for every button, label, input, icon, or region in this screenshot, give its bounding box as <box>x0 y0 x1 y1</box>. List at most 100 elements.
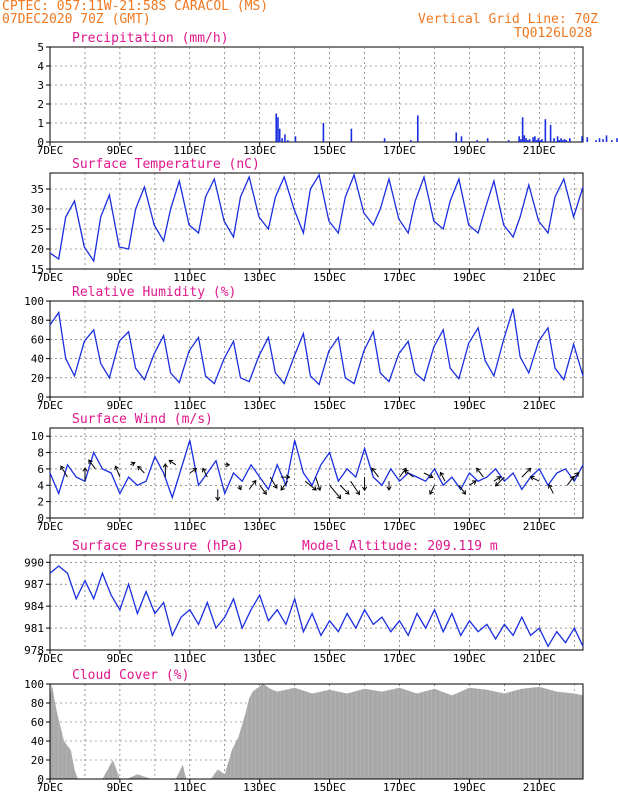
product-code: TQ0126L028 <box>514 26 593 41</box>
temp-title: Surface Temperature (nC) <box>72 157 260 172</box>
cloud-frame-top <box>49 683 584 780</box>
wind-vector-head <box>280 485 285 491</box>
precip-bar <box>565 140 568 142</box>
wind-vector-head <box>548 483 553 489</box>
precip-xtick-label: 13DEC <box>243 144 276 157</box>
precip-bar <box>286 140 289 142</box>
wind-vector-head <box>316 486 322 492</box>
wind-vector-head <box>88 459 93 465</box>
rh-xtick-label: 9DEC <box>107 399 134 412</box>
precip-bar <box>539 140 541 142</box>
precip-bar <box>595 140 597 142</box>
wind-vector <box>566 476 575 486</box>
wind-vector <box>168 460 177 466</box>
precip-bar <box>322 123 325 142</box>
pres-xtick-label: 19DEC <box>453 652 486 665</box>
wind-ytick-label: 6 <box>37 463 44 476</box>
wind-vector-head <box>272 484 278 489</box>
cloud-area <box>50 684 583 779</box>
wind-vector <box>469 480 477 486</box>
pres-ytick-label: 984 <box>24 600 44 613</box>
pres-xtick-label: 13DEC <box>243 652 276 665</box>
wind-vector <box>88 459 96 470</box>
pres-ytick-label: 978 <box>24 644 44 657</box>
pres-series-line <box>49 565 584 648</box>
precip-bar <box>523 135 526 142</box>
precip-xtick-label: 17DEC <box>383 144 416 157</box>
wind-vector-head <box>237 485 242 491</box>
wind-vector-head <box>192 468 198 473</box>
wind-vector-head <box>202 467 207 473</box>
pres-xtick-label: 21DEC <box>523 652 556 665</box>
temp-xtick-label: 9DEC <box>107 271 134 284</box>
pres-xtick-label: 15DEC <box>313 652 346 665</box>
rh-frame <box>49 300 584 398</box>
wind-vector <box>371 467 379 478</box>
wind-vector-head <box>336 494 342 500</box>
precip-bar <box>383 138 386 142</box>
precip-bar <box>534 136 536 142</box>
wind-vector <box>202 468 208 478</box>
rh-title: Relative Humidity (%) <box>72 285 236 300</box>
precip-bar <box>586 137 589 142</box>
precip-bar <box>507 140 510 142</box>
wind-vector-head <box>439 471 445 477</box>
wind-vector-head <box>215 496 221 502</box>
wind-vector-head <box>162 462 168 468</box>
wind-vector-head <box>60 465 65 471</box>
wind-vector-head <box>386 486 392 491</box>
rh-xtick-label: 15DEC <box>313 399 346 412</box>
header: CPTEC: 057:11W-21:58S CARACOL (MS) 07DEC… <box>0 0 618 40</box>
wind-vector <box>493 476 501 482</box>
precip-bar <box>537 138 540 142</box>
rh-ytick-label: 20 <box>31 372 44 385</box>
precip-bar <box>460 136 463 142</box>
precip-bar <box>556 136 559 142</box>
wind-vector-head <box>130 461 136 467</box>
precip-xtick-label: 11DEC <box>173 144 206 157</box>
precip-bar <box>527 140 529 142</box>
rh-ytick-label: 60 <box>31 333 44 346</box>
temp-xtick-label: 7DEC <box>37 271 64 284</box>
precip-bar <box>541 139 543 142</box>
precip-bar <box>277 117 279 142</box>
wind-vector-head <box>371 467 376 473</box>
pres-xtick-label: 11DEC <box>173 652 206 665</box>
temp-xtick-label: 11DEC <box>173 271 206 284</box>
temp-ytick-label: 35 <box>31 183 44 196</box>
wind-vector <box>530 476 540 482</box>
wind-vector <box>350 480 360 495</box>
wind-vector <box>573 472 580 478</box>
precip-ytick-label: 5 <box>37 41 44 54</box>
wind-ytick-label: 2 <box>37 496 44 509</box>
cloud-xtick-label: 21DEC <box>523 781 556 794</box>
pres-ytick-label: 981 <box>24 622 44 635</box>
wind-title: Surface Wind (m/s) <box>72 412 213 427</box>
rh-xtick-label: 17DEC <box>383 399 416 412</box>
model-altitude: Model Altitude: 209.119 m <box>302 539 498 554</box>
cloud-xtick-label: 19DEC <box>453 781 486 794</box>
wind-vector-head <box>471 480 477 485</box>
wind-vector-head <box>361 486 368 492</box>
temp-ytick-label: 25 <box>31 223 44 236</box>
precip-bar <box>563 139 566 142</box>
pres-frame <box>49 554 584 651</box>
wind-xtick-label: 21DEC <box>523 520 556 533</box>
rh-ytick-label: 100 <box>24 295 44 308</box>
precip-xtick-label: 9DEC <box>107 144 134 157</box>
precip-bar <box>521 117 524 142</box>
temp-xtick-label: 13DEC <box>243 271 276 284</box>
precip-xtick-label: 19DEC <box>453 144 486 157</box>
wind-vector-head <box>262 490 267 495</box>
precip-bar <box>553 138 555 142</box>
precip-bar <box>284 134 286 142</box>
wind-vector-head <box>114 465 119 471</box>
precip-bar <box>476 140 478 142</box>
rh-xtick-label: 13DEC <box>243 399 276 412</box>
wind-vector-head <box>251 479 257 485</box>
cloud-title: Cloud Cover (%) <box>72 668 189 683</box>
temp-ytick-label: 30 <box>31 203 44 216</box>
precip-bar <box>455 132 458 142</box>
cloud-ytick-label: 60 <box>31 716 44 729</box>
wind-vector-head <box>494 481 500 487</box>
